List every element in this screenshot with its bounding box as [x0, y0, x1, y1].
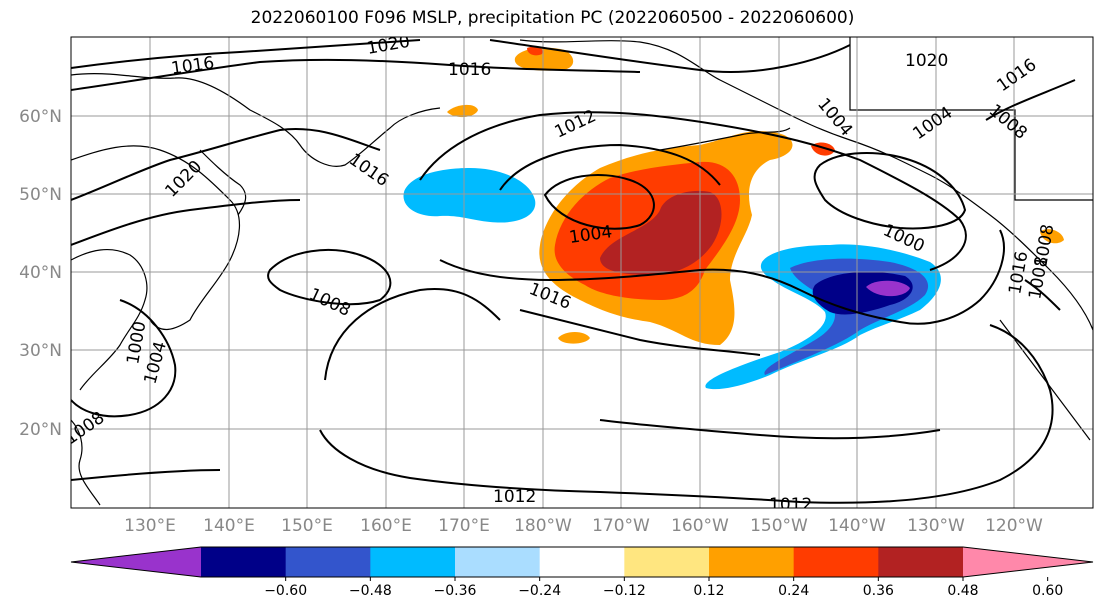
colorbar-tick-label: −0.60	[264, 583, 307, 599]
map-panel: 1020 1016 1016 1020 1016 1020 1016 1012 …	[61, 32, 1093, 515]
precip-darkred-region	[600, 190, 722, 275]
isobars	[71, 39, 1076, 504]
isobar-label: 1016	[448, 60, 491, 80]
colorbar-tick-label: 0.60	[1032, 583, 1063, 599]
colorbar-tick-label: 0.24	[778, 583, 809, 599]
lat-label-40n: 40°N	[19, 263, 62, 283]
lon-label: 160°E	[360, 516, 412, 536]
lon-label: 140°E	[203, 516, 255, 536]
isobar-label: 1020	[365, 32, 411, 59]
isobar-label: 1016	[345, 150, 392, 191]
colorbar-extend-min	[71, 547, 201, 577]
lon-label: 170°E	[438, 516, 490, 536]
lat-label-60n: 60°N	[19, 107, 62, 127]
map-title: 2022060100 F096 MSLP, precipitation PC (…	[250, 8, 855, 28]
precip-purple-core	[866, 280, 910, 297]
colorbar-segment	[370, 547, 456, 577]
isobar-label: 1008	[1031, 223, 1058, 269]
precip-patch	[514, 47, 574, 71]
colorbar-segment	[709, 547, 795, 577]
lon-label: 130°E	[124, 516, 176, 536]
colorbar-segment	[285, 547, 371, 577]
lon-label: 150°E	[281, 516, 333, 536]
colorbar-tick-label: 0.36	[863, 583, 894, 599]
lon-label: 180°W	[514, 516, 572, 536]
colorbar-segment	[878, 547, 964, 577]
precip-patch	[527, 46, 543, 56]
lat-label-50n: 50°N	[19, 185, 62, 205]
colorbar-tick-label: −0.12	[603, 583, 646, 599]
precip-negative-patch	[403, 168, 536, 223]
isobar-label: 1012	[493, 487, 536, 507]
colorbar-segment	[793, 547, 879, 577]
isobar-label: 1008	[985, 101, 1031, 144]
latitude-labels: 60°N 50°N 40°N 30°N 20°N	[19, 107, 62, 440]
map-frame	[70, 36, 1094, 509]
isobar-label: 1004	[909, 103, 956, 144]
precip-shading	[403, 46, 1064, 390]
colorbar: −0.60 −0.48 −0.36 −0.24 −0.12 0.12 0.24 0.36 0.4…	[70, 546, 1094, 599]
lon-label: 140°W	[828, 516, 886, 536]
lon-label: 120°W	[985, 516, 1043, 536]
colorbar-segment	[539, 547, 625, 577]
colorbar-tick-label: 0.48	[947, 583, 978, 599]
precip-patch	[1040, 229, 1064, 244]
lat-label-20n: 20°N	[19, 420, 62, 440]
colorbar-outline	[70, 546, 1094, 578]
lon-label: 160°W	[671, 516, 729, 536]
colorbar-tick-label: −0.48	[349, 583, 392, 599]
colorbar-tick-label: −0.36	[434, 583, 477, 599]
lat-label-30n: 30°N	[19, 341, 62, 361]
isobar-label: 1008	[306, 284, 354, 320]
precip-patch	[558, 332, 590, 344]
isobar-label: 1008	[61, 408, 108, 449]
colorbar-tick-label: −0.24	[518, 583, 561, 599]
coastlines	[71, 37, 1093, 506]
isobar-label: 1020	[161, 157, 206, 202]
isobar-label: 1016	[993, 55, 1040, 96]
colorbar-segment	[624, 547, 710, 577]
lon-label: 170°W	[592, 516, 650, 536]
colorbar-extend-max	[963, 547, 1093, 577]
colorbar-segment	[455, 547, 541, 577]
colorbar-tick-label: 0.12	[693, 583, 724, 599]
isobar-label: 1012	[769, 495, 812, 515]
isobar-label: 1020	[905, 51, 948, 71]
lon-label: 150°W	[750, 516, 808, 536]
precip-patch	[447, 104, 478, 118]
longitude-labels: 130°E 140°E 150°E 160°E 170°E 180°W 170°…	[124, 516, 1043, 536]
colorbar-segment	[201, 547, 287, 577]
lon-label: 130°W	[907, 516, 965, 536]
